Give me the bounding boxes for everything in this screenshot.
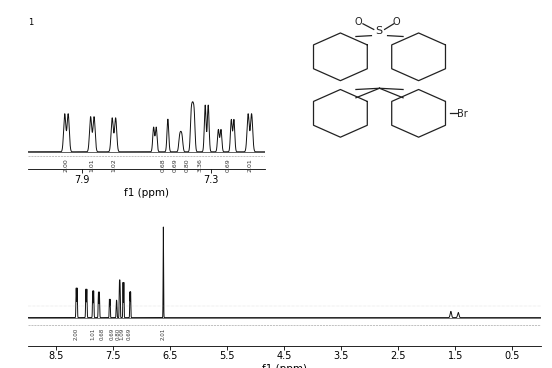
Text: 1: 1	[28, 18, 33, 26]
Text: 2.01: 2.01	[247, 158, 252, 172]
Text: 0.69: 0.69	[173, 158, 178, 172]
Text: 0.80: 0.80	[185, 158, 190, 172]
Text: O: O	[354, 17, 362, 27]
Text: 1.09: 1.09	[119, 328, 124, 340]
Text: 0.69: 0.69	[226, 158, 231, 172]
Text: Br: Br	[457, 109, 468, 119]
Text: 0.80: 0.80	[115, 328, 120, 340]
Text: 0.69: 0.69	[109, 328, 114, 340]
Text: 0.69: 0.69	[126, 328, 131, 340]
Text: 2.01: 2.01	[161, 328, 166, 340]
Text: 3.36: 3.36	[198, 158, 203, 172]
Text: 0.68: 0.68	[99, 328, 104, 340]
Text: 1.01: 1.01	[90, 158, 95, 172]
Text: S: S	[375, 26, 383, 36]
X-axis label: f1 (ppm): f1 (ppm)	[262, 364, 307, 368]
Text: 2.00: 2.00	[64, 158, 69, 172]
Text: 1.02: 1.02	[112, 158, 116, 172]
X-axis label: f1 (ppm): f1 (ppm)	[124, 188, 169, 198]
Text: 0.68: 0.68	[161, 158, 166, 172]
Text: 1.01: 1.01	[91, 328, 95, 340]
Text: O: O	[392, 17, 400, 27]
Text: 2.00: 2.00	[74, 328, 79, 340]
